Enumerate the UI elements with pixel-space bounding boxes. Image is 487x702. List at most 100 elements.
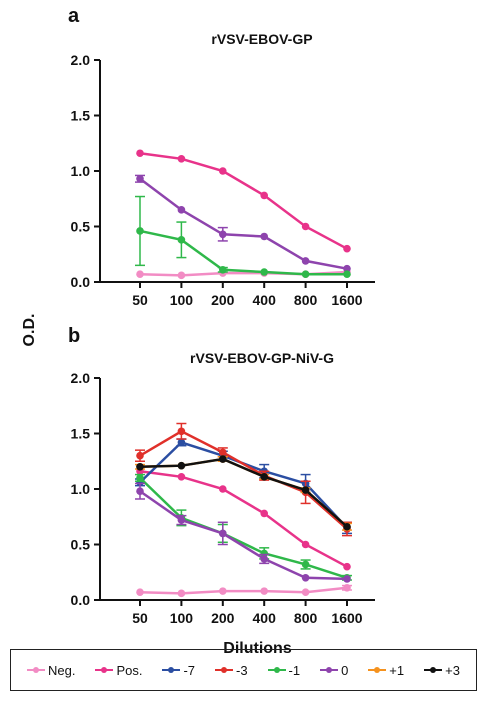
panel-label: b	[68, 325, 80, 347]
data-point	[301, 270, 310, 279]
legend-label: +1	[389, 662, 405, 678]
legend-item: Neg.	[26, 662, 76, 678]
series-+3	[136, 455, 351, 531]
y-tick-label: 0.5	[71, 537, 91, 553]
series-0	[135, 482, 351, 583]
legend-item: +3	[424, 663, 460, 678]
legend-label: Neg.	[47, 662, 76, 678]
data-point	[260, 587, 269, 595]
series-Neg.	[136, 583, 352, 598]
panel-a: a rVSV-EBOV-GP 0.0 0.5 1.0 1.5 2.0 50 100 200 400 8…	[68, 5, 375, 308]
legend-item: +1	[368, 663, 404, 678]
legend-label: 0	[341, 662, 349, 678]
data-point	[136, 270, 144, 279]
x-tick-label: 400	[253, 292, 277, 308]
x-tick-label: 1600	[331, 292, 362, 308]
data-point	[343, 575, 351, 583]
legend-label: -1	[288, 662, 301, 678]
series-line	[139, 440, 348, 529]
x-tick-label: 400	[253, 610, 277, 626]
data-point	[343, 264, 351, 273]
data-point	[177, 427, 186, 436]
legend-swatch	[26, 665, 45, 675]
data-point	[219, 529, 227, 538]
data-point	[177, 589, 186, 598]
data-point	[301, 540, 310, 549]
series--3	[135, 422, 352, 537]
y-tick-label: 1.0	[71, 481, 91, 497]
y-axis-label: O.D.	[21, 314, 38, 347]
data-point	[219, 587, 227, 595]
data-point	[177, 236, 186, 244]
series--7	[135, 438, 352, 535]
legend-label: Pos.	[116, 662, 143, 678]
data-point	[136, 149, 144, 158]
data-point	[177, 271, 186, 280]
data-point	[177, 206, 186, 214]
x-tick-label: 800	[294, 610, 318, 626]
legend-item: -3	[214, 662, 248, 678]
x-tick-label: 100	[170, 292, 194, 308]
data-point	[343, 583, 351, 592]
data-point	[177, 461, 186, 470]
data-point	[136, 588, 144, 597]
x-tick-label: 1600	[331, 610, 362, 626]
x-tick-label: 50	[132, 292, 148, 308]
panel-label: a	[68, 5, 80, 27]
legend-label: +3	[445, 662, 460, 678]
series-Pos.	[136, 149, 351, 253]
data-point	[343, 562, 351, 571]
legend-label: -3	[235, 662, 248, 678]
data-point	[260, 509, 269, 518]
x-tick-label: 200	[211, 292, 235, 308]
y-tick-label: 2.0	[71, 52, 91, 68]
x-tick-label: 50	[132, 610, 148, 626]
data-point	[177, 472, 186, 481]
series-line	[139, 586, 348, 595]
series-line	[139, 429, 348, 530]
data-point	[136, 463, 144, 471]
legend-swatch	[214, 665, 233, 675]
data-point	[301, 222, 310, 231]
legend-item: 0	[320, 663, 348, 678]
x-tick-label: 800	[294, 292, 318, 308]
data-point	[136, 174, 144, 183]
x-tick-label: 200	[211, 610, 235, 626]
data-point	[136, 451, 144, 460]
data-point	[219, 448, 227, 457]
data-point	[343, 522, 351, 531]
series-line	[139, 457, 348, 528]
data-point	[177, 438, 186, 447]
data-point	[219, 485, 227, 493]
data-point	[136, 474, 144, 482]
data-point	[219, 230, 227, 239]
series--1	[135, 473, 352, 582]
legend-item: -1	[267, 662, 301, 678]
data-point	[260, 191, 269, 200]
legend-swatch	[320, 665, 339, 675]
series-line	[139, 229, 347, 276]
data-point	[343, 270, 351, 279]
legend: Neg. Pos. -7 -3 -1 0 +1 +3	[10, 649, 477, 691]
data-point	[301, 257, 310, 265]
y-tick-label: 1.5	[71, 426, 91, 442]
legend-label: -7	[183, 662, 195, 678]
y-tick-label: 2.0	[71, 370, 91, 386]
chart-title: rVSV-EBOV-GP	[211, 31, 312, 47]
legend-swatch	[424, 665, 443, 675]
series-0	[135, 174, 351, 273]
data-point	[301, 574, 310, 582]
series-line	[139, 477, 348, 579]
data-point	[219, 455, 227, 463]
data-point	[301, 560, 310, 569]
y-tick-label: 1.0	[71, 163, 91, 179]
data-point	[301, 486, 310, 494]
y-tick-label: 0.0	[71, 274, 91, 290]
data-point	[260, 472, 269, 481]
legend-swatch	[267, 665, 286, 675]
series--1	[135, 195, 351, 279]
data-point	[219, 265, 227, 274]
data-point	[343, 244, 351, 253]
y-tick-label: 0.0	[71, 592, 91, 608]
